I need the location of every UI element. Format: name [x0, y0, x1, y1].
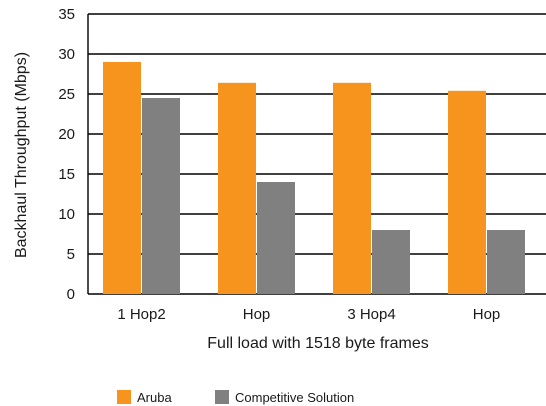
y-tick-label: 5	[67, 246, 75, 263]
x-axis-label: Full load with 1518 byte frames	[207, 335, 428, 352]
x-tick-label: 3 Hop4	[347, 306, 395, 323]
y-tick-label: 10	[58, 206, 75, 223]
y-tick-label: 30	[58, 46, 75, 63]
x-axis-ticks: 1 Hop2 Hop 3 Hop4 Hop	[117, 306, 500, 323]
bar-competitive-3	[372, 230, 410, 294]
legend-swatch-1	[117, 390, 131, 404]
y-tick-label: 25	[58, 86, 75, 103]
x-tick-label: Hop	[473, 306, 501, 323]
bar-competitive-4	[487, 230, 525, 294]
legend-label-2: Competitive Solution	[235, 390, 354, 405]
bars	[103, 62, 525, 294]
y-axis-label: Backhaul Throughput (Mbps)	[13, 52, 30, 258]
bar-aruba-1	[103, 62, 141, 294]
x-tick-label: 1 Hop2	[117, 306, 165, 323]
legend-label-1: Aruba	[137, 390, 172, 405]
legend: Aruba Competitive Solution	[117, 390, 354, 405]
y-tick-label: 20	[58, 126, 75, 143]
y-axis-ticks: 0 5 10 15 20 25 30 35	[58, 6, 75, 303]
bar-aruba-4	[448, 90, 486, 294]
bar-competitive-2	[257, 182, 295, 294]
y-tick-label: 0	[67, 286, 75, 303]
bar-aruba-2	[218, 82, 256, 294]
x-tick-label: Hop	[243, 306, 271, 323]
legend-swatch-2	[215, 390, 229, 404]
bar-competitive-1	[142, 98, 180, 294]
y-tick-label: 35	[58, 6, 75, 23]
bar-aruba-3	[333, 82, 371, 294]
y-tick-label: 15	[58, 166, 75, 183]
